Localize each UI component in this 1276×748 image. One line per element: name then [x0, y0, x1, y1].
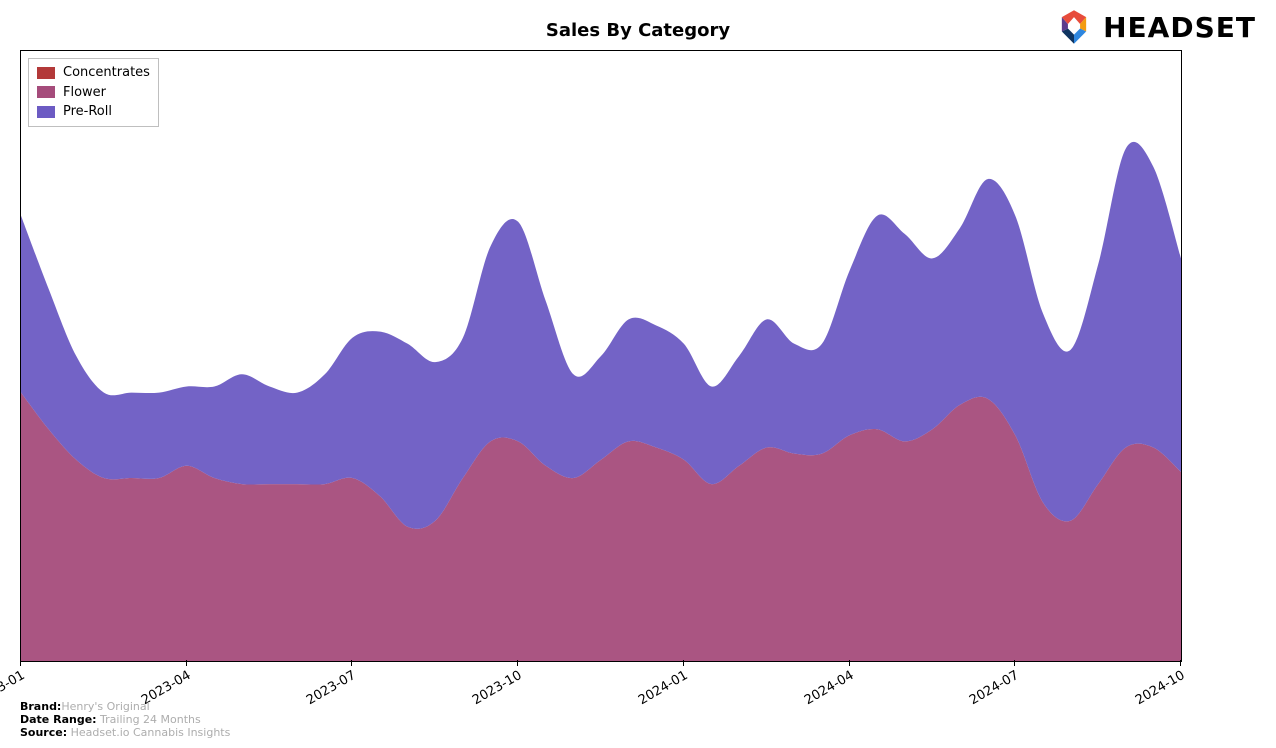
chart-plot-area: [20, 50, 1182, 662]
x-tick-label: 2023-07: [282, 668, 359, 721]
legend-swatch: [37, 67, 55, 79]
brand-logo-text: HEADSET: [1103, 11, 1256, 44]
x-tick-label: 2024-07: [945, 668, 1022, 721]
legend-swatch: [37, 106, 55, 118]
stacked-area-svg: [21, 51, 1181, 661]
x-tick-mark: [683, 660, 684, 666]
legend-item: Pre-Roll: [37, 102, 150, 122]
x-tick-label: 2023-10: [448, 668, 525, 721]
legend-label: Pre-Roll: [63, 102, 112, 122]
legend-swatch: [37, 86, 55, 98]
x-tick-mark: [351, 660, 352, 666]
x-tick-label: 2024-10: [1111, 668, 1188, 721]
x-tick-mark: [1014, 660, 1015, 666]
chart-legend: ConcentratesFlowerPre-Roll: [28, 58, 159, 127]
footer-range: Date Range: Trailing 24 Months: [20, 713, 230, 726]
brand-logo: HEADSET: [1055, 8, 1256, 46]
x-tick-label: 2024-01: [614, 668, 691, 721]
footer-source: Source: Headset.io Cannabis Insights: [20, 726, 230, 739]
x-tick-mark: [849, 660, 850, 666]
x-tick-mark: [517, 660, 518, 666]
legend-item: Flower: [37, 83, 150, 103]
chart-footer: Brand:Henry's Original Date Range: Trail…: [20, 700, 230, 740]
headset-logo-icon: [1055, 8, 1093, 46]
legend-label: Flower: [63, 83, 106, 103]
x-tick-mark: [1180, 660, 1181, 666]
footer-brand: Brand:Henry's Original: [20, 700, 230, 713]
legend-label: Concentrates: [63, 63, 150, 83]
x-tick-mark: [20, 660, 21, 666]
legend-item: Concentrates: [37, 63, 150, 83]
x-tick-label: 2024-04: [779, 668, 856, 721]
x-tick-mark: [186, 660, 187, 666]
